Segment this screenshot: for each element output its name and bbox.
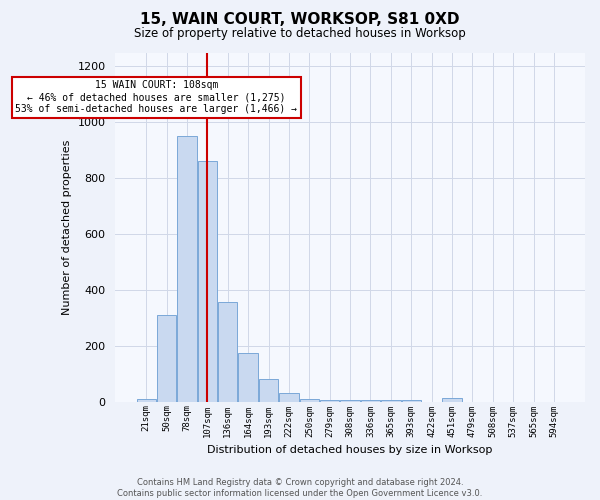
Text: Contains HM Land Registry data © Crown copyright and database right 2024.
Contai: Contains HM Land Registry data © Crown c… <box>118 478 482 498</box>
Bar <box>401 400 421 402</box>
Bar <box>299 399 319 402</box>
Bar <box>340 400 360 402</box>
Bar <box>178 136 197 402</box>
Text: 15 WAIN COURT: 108sqm
← 46% of detached houses are smaller (1,275)
53% of semi-d: 15 WAIN COURT: 108sqm ← 46% of detached … <box>16 80 298 114</box>
Bar <box>320 400 340 402</box>
Bar <box>381 400 401 402</box>
X-axis label: Distribution of detached houses by size in Worksop: Distribution of detached houses by size … <box>208 445 493 455</box>
Bar <box>259 380 278 402</box>
Bar <box>157 315 176 402</box>
Bar <box>218 302 238 402</box>
Text: 15, WAIN COURT, WORKSOP, S81 0XD: 15, WAIN COURT, WORKSOP, S81 0XD <box>140 12 460 28</box>
Bar <box>238 353 258 402</box>
Y-axis label: Number of detached properties: Number of detached properties <box>62 140 72 315</box>
Bar <box>198 162 217 402</box>
Text: Size of property relative to detached houses in Worksop: Size of property relative to detached ho… <box>134 28 466 40</box>
Bar <box>279 394 299 402</box>
Bar <box>361 400 380 402</box>
Bar <box>137 399 156 402</box>
Bar <box>442 398 462 402</box>
